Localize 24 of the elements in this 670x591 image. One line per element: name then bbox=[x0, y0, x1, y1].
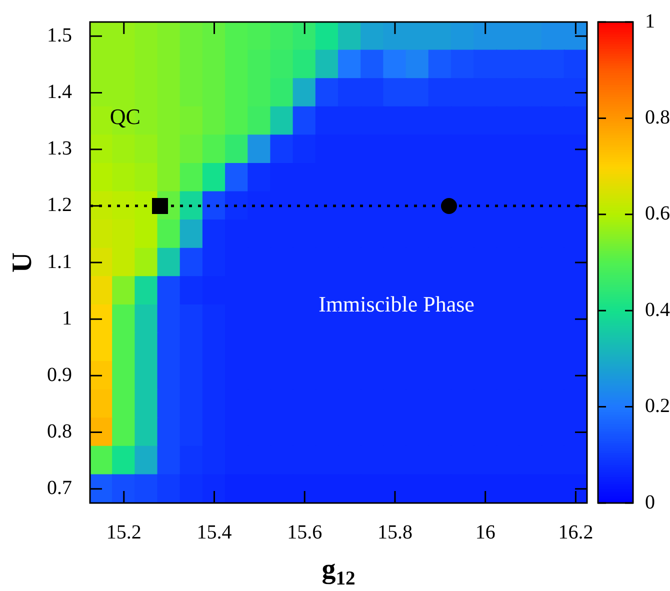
y-tick-label: 0.7 bbox=[47, 477, 72, 500]
annotation: QC bbox=[110, 104, 140, 129]
annotation: Immiscible Phase bbox=[318, 292, 474, 317]
y-tick-label: 1 bbox=[62, 307, 72, 330]
color-bar-label: 1 bbox=[645, 10, 655, 32]
x-tick-label: 15.4 bbox=[196, 521, 232, 544]
color-bar-label: 0 bbox=[645, 491, 655, 514]
x-tick-label: 15.8 bbox=[377, 521, 412, 544]
y-tick-label: 0.8 bbox=[47, 420, 72, 443]
color-bar-label: 0.4 bbox=[645, 298, 670, 321]
color-bar-label: 0.6 bbox=[645, 202, 670, 225]
x-tick-label: 16.2 bbox=[558, 521, 594, 544]
x-tick-label: 16 bbox=[475, 521, 496, 544]
y-tick-label: 1.4 bbox=[47, 80, 72, 103]
x-tick-label: 15.6 bbox=[287, 521, 322, 544]
color-bar-label: 0.8 bbox=[645, 106, 670, 128]
y-tick-label: 1.2 bbox=[47, 194, 72, 216]
color-bar-label: 0.2 bbox=[645, 395, 670, 418]
y-tick-label: 1.5 bbox=[47, 24, 72, 46]
y-tick-label: 1.3 bbox=[47, 138, 72, 160]
y-tick-label: 1.1 bbox=[47, 250, 72, 273]
y-tick-label: 0.9 bbox=[47, 364, 72, 386]
y-axis-title: U bbox=[7, 252, 38, 273]
x-tick-label: 15.2 bbox=[106, 521, 142, 544]
